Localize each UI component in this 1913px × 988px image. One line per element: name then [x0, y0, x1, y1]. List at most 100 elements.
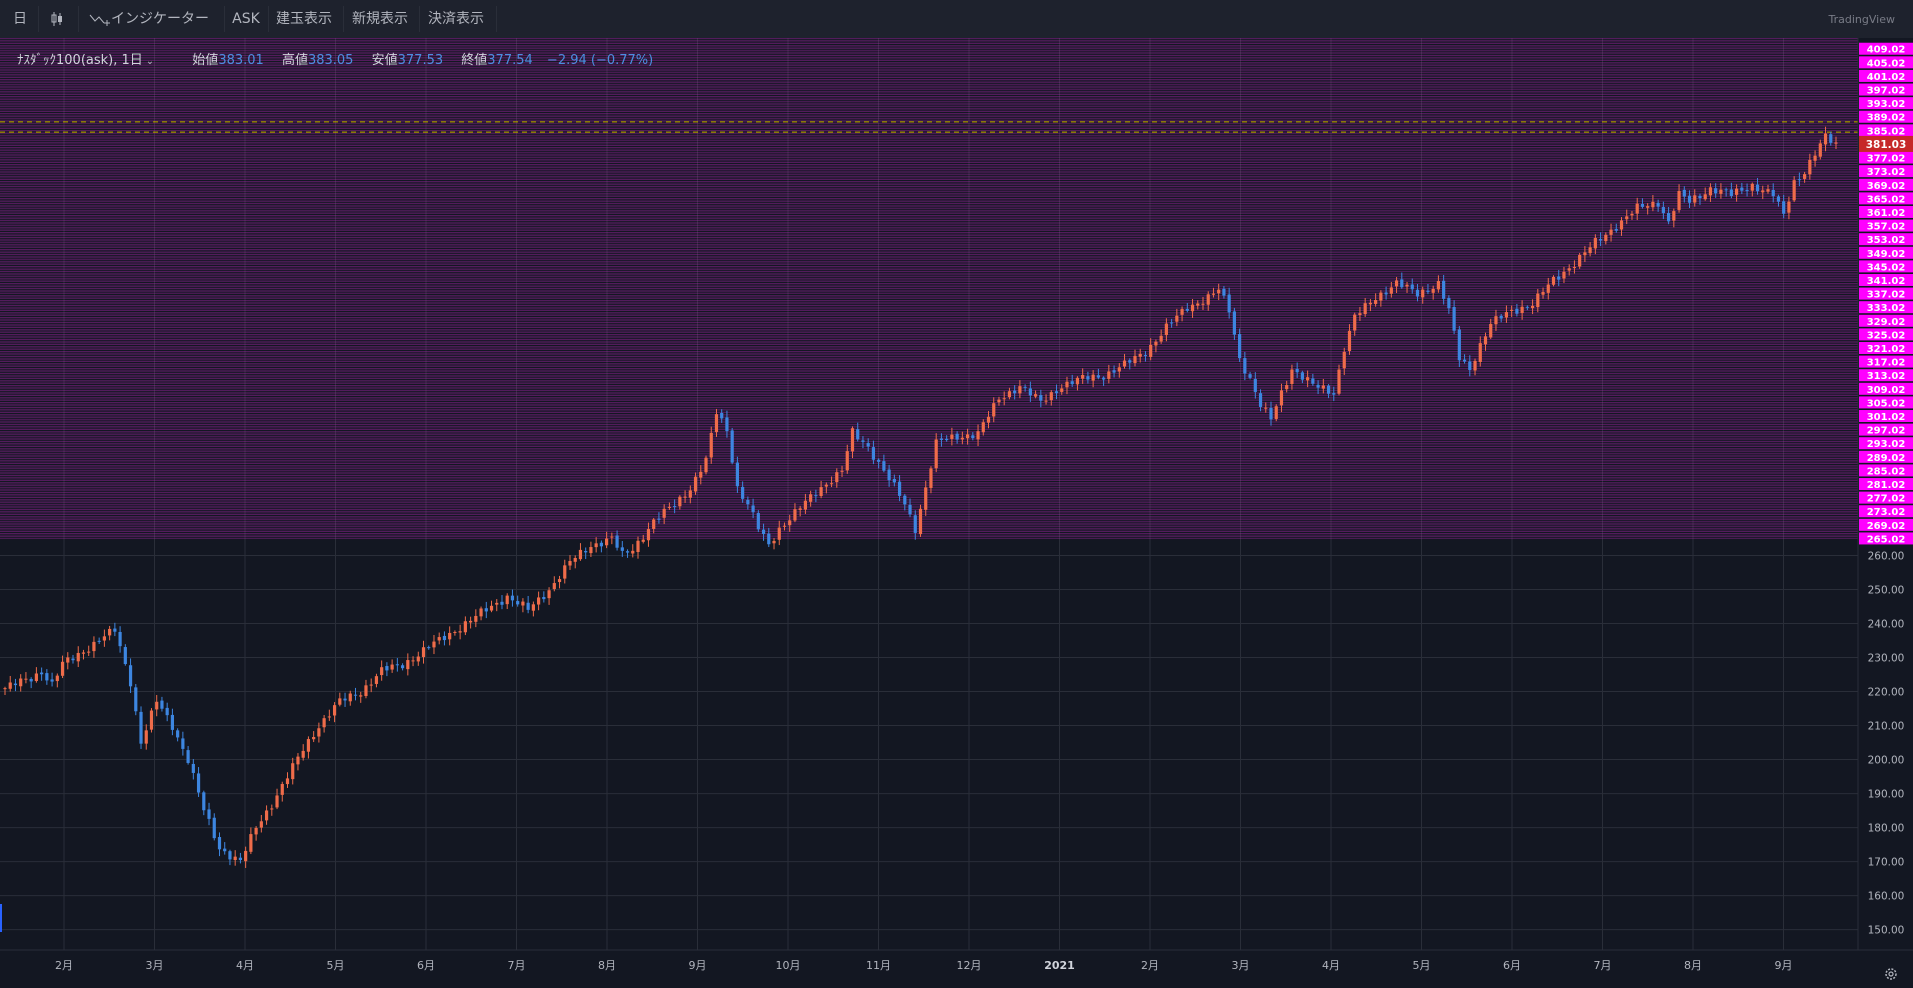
candle-body: [1033, 394, 1038, 397]
candle-body: [1635, 203, 1639, 214]
x-tick-label: 4月: [236, 959, 254, 972]
candle-body: [134, 687, 138, 712]
indicators-button[interactable]: インジケーター: [84, 0, 214, 38]
level-label: 341.02: [1867, 276, 1906, 287]
chevron-down-icon[interactable]: ⌄: [145, 56, 155, 67]
candle-body: [353, 694, 358, 696]
candle-body: [406, 660, 410, 670]
price-chart[interactable]: 150.00 160.00 170.00 180.00 190.00 200.00 210.…: [0, 38, 1913, 988]
candle-body: [673, 506, 677, 508]
x-tick-label: 7月: [1594, 959, 1612, 972]
candle-body: [1180, 309, 1184, 315]
candle-body: [139, 711, 143, 744]
candle-body: [1326, 385, 1331, 394]
candle-body: [992, 403, 996, 417]
candle-body: [1431, 288, 1435, 293]
candle-body: [1462, 359, 1467, 362]
candle-body: [291, 763, 295, 780]
open-value: 383.01: [218, 53, 264, 68]
candle-body: [1593, 238, 1597, 249]
candle-body: [1415, 289, 1420, 297]
candle-body: [66, 657, 70, 663]
candle-body: [1253, 378, 1257, 392]
candle-body: [615, 535, 619, 548]
x-tick-label: 8月: [1684, 959, 1702, 972]
level-label: 397.02: [1867, 86, 1906, 97]
candle-body: [945, 438, 949, 441]
level-label-bg: [1859, 410, 1913, 423]
candle-body: [819, 487, 823, 496]
gear-icon[interactable]: [1883, 966, 1899, 982]
candle-body: [542, 597, 546, 600]
candle-body: [861, 440, 865, 442]
position-display-button[interactable]: 建玉表示: [276, 11, 332, 27]
candle-body: [254, 827, 258, 835]
candle-body: [1081, 374, 1085, 379]
x-tick-label: 3月: [146, 959, 164, 972]
candle-body: [955, 433, 959, 440]
level-label: 309.02: [1867, 385, 1906, 396]
candle-body: [1285, 385, 1289, 390]
candle-body: [1724, 189, 1728, 191]
level-label: 333.02: [1867, 303, 1906, 314]
candle-body: [468, 620, 473, 623]
candle-body: [1661, 207, 1665, 214]
candlestick-icon[interactable]: [44, 0, 70, 38]
candle-body: [537, 597, 541, 605]
y-tick-label: 260.00: [1868, 551, 1905, 563]
candle-body: [196, 773, 201, 793]
level-label: 377.02: [1867, 154, 1906, 165]
x-tick-label: 6月: [417, 959, 435, 972]
candle-body: [24, 678, 28, 680]
indicators-label: インジケーター: [111, 11, 209, 27]
candle-body: [1834, 142, 1838, 144]
candle-body: [1782, 201, 1786, 214]
chart-legend: ﾅｽﾀﾞｯｸ100(ask), 1日 ⌄ 始値383.01 高値383.05 安値…: [17, 49, 653, 68]
candle-body: [1583, 252, 1587, 256]
candle-body: [343, 698, 347, 701]
level-label: 297.02: [1867, 426, 1906, 437]
candle-body: [3, 688, 7, 690]
candle-body: [1384, 292, 1388, 295]
settle-display-button[interactable]: 決済表示: [428, 11, 484, 27]
candle-body: [489, 605, 494, 611]
ask-button[interactable]: ASK: [232, 11, 260, 27]
candle-body: [824, 484, 828, 487]
candle-body: [913, 515, 917, 533]
candle-body: [1096, 375, 1100, 378]
candle-body: [814, 495, 818, 497]
interval-button[interactable]: 日: [13, 11, 27, 27]
level-label: 269.02: [1867, 521, 1906, 532]
candle-body: [730, 430, 734, 463]
candle-body: [385, 666, 389, 671]
candle-body: [1572, 267, 1577, 269]
level-label: 273.02: [1867, 507, 1906, 518]
candle-body: [767, 533, 771, 545]
candle-body: [688, 490, 692, 498]
x-tick-label: 5月: [1413, 959, 1431, 972]
candle-body: [1468, 361, 1472, 370]
symbol-label[interactable]: ﾅｽﾀﾞｯｸ100(ask), 1日: [17, 53, 143, 68]
candle-body: [809, 494, 813, 502]
candle-body: [1217, 289, 1221, 294]
x-tick-label: 12月: [957, 959, 982, 972]
candle-body: [1306, 377, 1310, 381]
candle-body: [1666, 213, 1671, 222]
candle-body: [1091, 374, 1095, 381]
candle-body: [573, 557, 577, 562]
level-label-bg: [1859, 42, 1913, 55]
level-label-bg: [1859, 518, 1913, 531]
level-label: 301.02: [1867, 412, 1906, 423]
candle-body: [374, 676, 379, 684]
candle-body: [971, 435, 975, 439]
candle-body: [1614, 229, 1618, 231]
candle-body: [238, 857, 243, 861]
level-label: 337.02: [1867, 290, 1906, 301]
level-label: 305.02: [1867, 398, 1906, 409]
y-tick-label: 150.00: [1868, 925, 1905, 937]
candle-body: [369, 684, 373, 686]
toolbar-divider: [38, 6, 39, 32]
level-label: 289.02: [1867, 453, 1906, 464]
new-display-button[interactable]: 新規表示: [352, 11, 408, 27]
candle-body: [903, 495, 907, 505]
